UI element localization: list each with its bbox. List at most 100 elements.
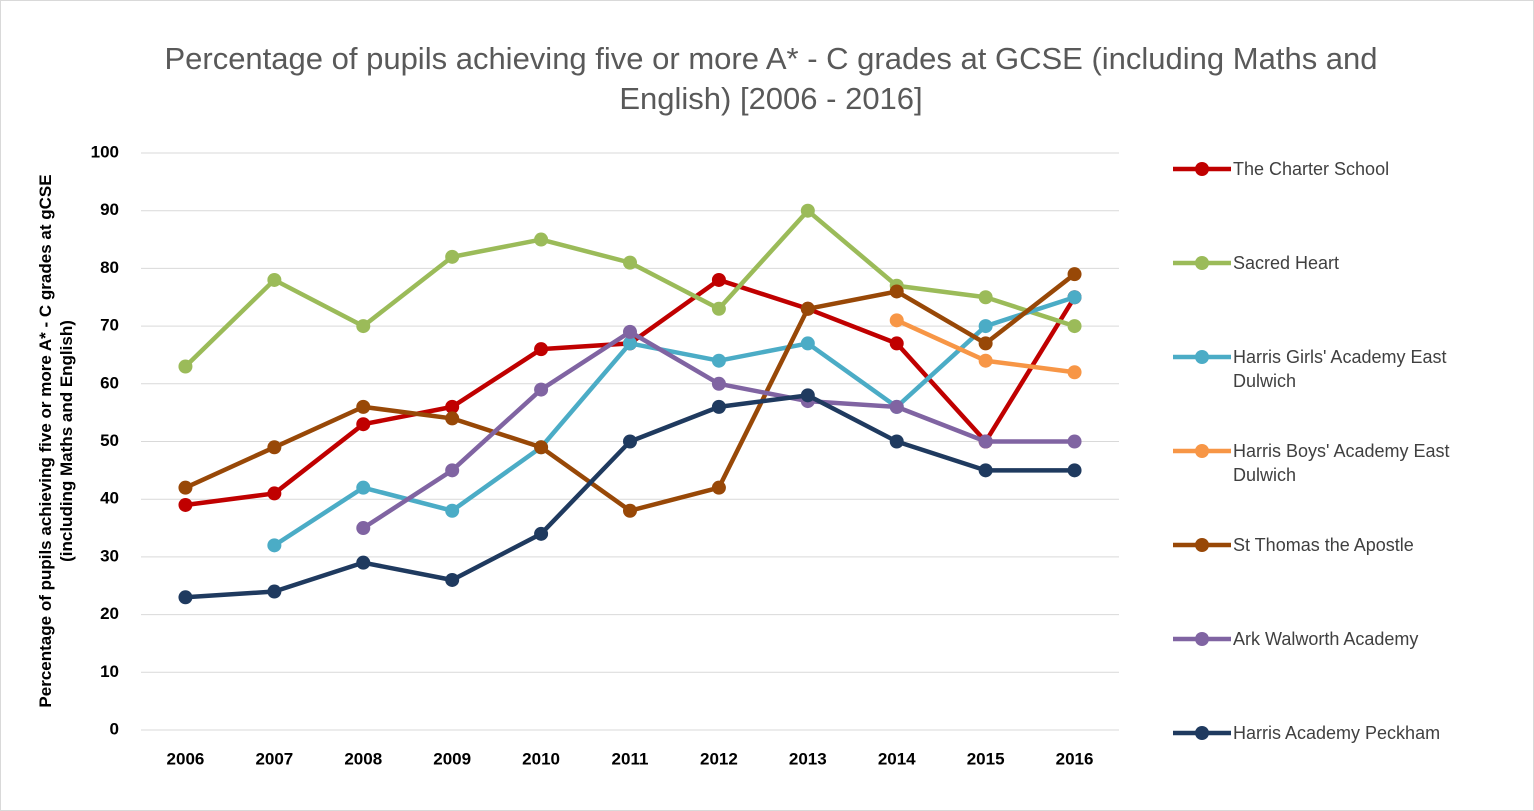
legend-item: Sacred Heart bbox=[1173, 251, 1503, 275]
data-point bbox=[711, 272, 726, 287]
data-point bbox=[800, 388, 815, 403]
legend-item: Harris Boys' Academy East Dulwich bbox=[1173, 439, 1503, 487]
legend-label: Sacred Heart bbox=[1233, 253, 1340, 273]
data-point bbox=[978, 353, 993, 368]
series-line bbox=[185, 277, 1077, 508]
data-point bbox=[178, 497, 193, 512]
data-point bbox=[800, 301, 815, 316]
data-point bbox=[889, 313, 904, 328]
y-tick-label: 60 bbox=[100, 373, 119, 392]
data-point bbox=[711, 376, 726, 391]
x-tick-label: 2010 bbox=[522, 749, 560, 768]
legend-item: Harris Academy Peckham bbox=[1173, 721, 1503, 745]
x-tick-label: 2006 bbox=[167, 749, 205, 768]
data-point bbox=[356, 480, 371, 495]
legend-label: Harris Academy Peckham bbox=[1233, 723, 1441, 743]
data-point bbox=[889, 434, 904, 449]
y-tick-label: 40 bbox=[100, 489, 119, 508]
data-point bbox=[356, 417, 371, 432]
data-point bbox=[534, 440, 549, 455]
legend-label: Harris Girls' Academy East Dulwich bbox=[1233, 347, 1447, 391]
data-point bbox=[267, 272, 282, 287]
data-point bbox=[445, 399, 460, 414]
y-tick-label: 30 bbox=[100, 546, 119, 565]
data-point bbox=[623, 336, 637, 351]
data-point bbox=[445, 249, 460, 264]
y-tick-label: 80 bbox=[100, 258, 119, 277]
legend-label: The Charter School bbox=[1233, 159, 1390, 179]
x-tick-label: 2014 bbox=[878, 749, 916, 768]
data-point bbox=[445, 463, 460, 478]
y-tick-label: 100 bbox=[91, 142, 119, 161]
data-point bbox=[534, 382, 549, 397]
x-tick-label: 2016 bbox=[1056, 749, 1094, 768]
data-point bbox=[978, 290, 993, 305]
data-point bbox=[534, 342, 549, 357]
data-point bbox=[445, 411, 460, 426]
x-tick-label: 2008 bbox=[344, 749, 382, 768]
legend-swatch bbox=[1173, 726, 1231, 740]
data-point bbox=[356, 555, 371, 570]
data-point bbox=[267, 486, 282, 501]
data-point bbox=[800, 203, 815, 218]
legend-item: Ark Walworth Academy bbox=[1173, 627, 1503, 651]
data-point bbox=[623, 434, 637, 449]
x-tick-label: 2013 bbox=[789, 749, 827, 768]
data-point bbox=[711, 399, 726, 414]
data-point bbox=[623, 255, 637, 270]
legend-label: Harris Boys' Academy East Dulwich bbox=[1233, 441, 1450, 485]
data-point bbox=[356, 521, 371, 536]
y-tick-label: 90 bbox=[100, 200, 119, 219]
legend-swatch bbox=[1173, 162, 1231, 176]
data-point bbox=[1067, 319, 1082, 334]
y-tick-label: 0 bbox=[110, 719, 119, 738]
data-point bbox=[1067, 267, 1082, 282]
data-point bbox=[711, 480, 726, 495]
x-tick-label: 2015 bbox=[967, 749, 1005, 768]
legend-swatch bbox=[1173, 632, 1231, 646]
data-point bbox=[356, 399, 371, 414]
data-point bbox=[623, 324, 637, 339]
data-point bbox=[889, 399, 904, 414]
data-point bbox=[978, 434, 993, 449]
y-tick-label: 50 bbox=[100, 431, 119, 450]
data-point bbox=[1067, 290, 1082, 305]
data-point bbox=[978, 336, 993, 351]
data-point bbox=[889, 284, 904, 299]
data-point bbox=[534, 232, 549, 247]
legend-label: Ark Walworth Academy bbox=[1233, 629, 1419, 649]
data-point bbox=[1067, 463, 1082, 478]
legend-item: Harris Girls' Academy East Dulwich bbox=[1173, 345, 1503, 393]
legend-label: St Thomas the Apostle bbox=[1233, 535, 1414, 555]
data-point bbox=[978, 463, 993, 478]
data-point bbox=[267, 584, 282, 599]
legend-item: St Thomas the Apostle bbox=[1173, 533, 1503, 557]
data-point bbox=[978, 319, 993, 334]
data-point bbox=[800, 336, 815, 351]
data-point bbox=[889, 336, 904, 351]
legend-swatch bbox=[1173, 256, 1231, 270]
chart-title: Percentage of pupils achieving five or m… bbox=[164, 41, 1378, 116]
x-tick-label: 2011 bbox=[612, 749, 649, 768]
data-point bbox=[178, 359, 193, 374]
x-tick-label: 2012 bbox=[700, 749, 738, 768]
data-point bbox=[445, 503, 460, 518]
x-tick-label: 2007 bbox=[255, 749, 293, 768]
data-point bbox=[267, 538, 282, 553]
data-point bbox=[1067, 365, 1082, 380]
data-point bbox=[445, 572, 460, 587]
y-tick-label: 20 bbox=[100, 604, 119, 623]
data-point bbox=[356, 319, 371, 334]
data-point bbox=[1067, 434, 1082, 449]
data-point bbox=[178, 590, 193, 605]
y-tick-label: 10 bbox=[100, 662, 119, 681]
legend-swatch bbox=[1173, 538, 1231, 552]
data-point bbox=[711, 353, 726, 368]
data-point bbox=[267, 440, 282, 455]
data-point bbox=[711, 301, 726, 316]
data-point bbox=[623, 503, 637, 518]
legend-item: The Charter School bbox=[1173, 157, 1503, 181]
legend-swatch bbox=[1173, 444, 1231, 458]
